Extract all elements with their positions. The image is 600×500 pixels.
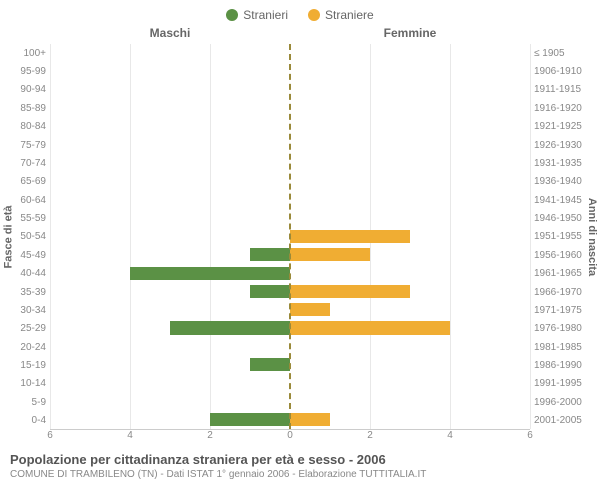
birth-year-label: 1966-1970 [534, 283, 584, 301]
x-tick: 2 [207, 430, 213, 441]
age-label: 15-19 [16, 356, 46, 374]
male-bar [250, 248, 290, 261]
age-label: 85-89 [16, 99, 46, 117]
male-bar [130, 267, 290, 280]
chart-title: Popolazione per cittadinanza straniera p… [10, 452, 590, 467]
birth-year-label: 1986-1990 [534, 356, 584, 374]
x-tick: 2 [367, 430, 373, 441]
birth-year-label: 1936-1940 [534, 173, 584, 191]
column-headers: Maschi Femmine [0, 26, 600, 40]
age-label: 25-29 [16, 320, 46, 338]
header-female: Femmine [290, 26, 530, 40]
female-bar [290, 248, 370, 261]
birth-year-label: 1931-1935 [534, 154, 584, 172]
female-bar [290, 321, 450, 334]
birth-year-label: 1961-1965 [534, 265, 584, 283]
center-divider [289, 44, 291, 429]
x-tick: 6 [47, 430, 53, 441]
age-label: 90-94 [16, 81, 46, 99]
legend-label-male: Stranieri [243, 8, 288, 22]
male-bar [250, 358, 290, 371]
x-tick: 0 [287, 430, 293, 441]
age-label: 0-4 [16, 412, 46, 430]
age-label: 50-54 [16, 228, 46, 246]
birth-year-label: 1991-1995 [534, 375, 584, 393]
age-label: 35-39 [16, 283, 46, 301]
birth-year-label: 1906-1910 [534, 62, 584, 80]
x-tick: 4 [127, 430, 133, 441]
birth-year-label: 1996-2000 [534, 393, 584, 411]
female-swatch [308, 9, 320, 21]
age-label: 5-9 [16, 393, 46, 411]
grid-line [530, 44, 531, 429]
age-label: 80-84 [16, 118, 46, 136]
birth-year-label: 2001-2005 [534, 412, 584, 430]
birth-year-label: ≤ 1905 [534, 44, 584, 62]
birth-year-label: 1976-1980 [534, 320, 584, 338]
birth-year-label: 1916-1920 [534, 99, 584, 117]
male-bar [170, 321, 290, 334]
age-label: 30-34 [16, 301, 46, 319]
x-tick: 4 [447, 430, 453, 441]
plot-area [50, 44, 530, 430]
birth-year-label: 1921-1925 [534, 118, 584, 136]
chart-footer: Popolazione per cittadinanza straniera p… [0, 444, 600, 480]
birth-year-label: 1911-1915 [534, 81, 584, 99]
age-label: 45-49 [16, 246, 46, 264]
age-label: 75-79 [16, 136, 46, 154]
age-label: 10-14 [16, 375, 46, 393]
female-bar [290, 303, 330, 316]
age-label: 55-59 [16, 209, 46, 227]
female-bar [290, 413, 330, 426]
age-label: 70-74 [16, 154, 46, 172]
age-label: 40-44 [16, 265, 46, 283]
y-axis-label-left: Fasce di età [0, 44, 16, 430]
header-male: Maschi [50, 26, 290, 40]
birth-year-label: 1946-1950 [534, 209, 584, 227]
birth-year-label: 1926-1930 [534, 136, 584, 154]
age-label: 65-69 [16, 173, 46, 191]
legend: Stranieri Straniere [0, 0, 600, 26]
birth-year-label: 1971-1975 [534, 301, 584, 319]
male-bar [250, 285, 290, 298]
birth-year-label: 1981-1985 [534, 338, 584, 356]
chart-subtitle: COMUNE DI TRAMBILENO (TN) - Dati ISTAT 1… [10, 469, 590, 480]
age-label: 95-99 [16, 62, 46, 80]
x-axis-ticks: 6 4 2 0 2 4 6 [0, 430, 600, 444]
female-bar [290, 285, 410, 298]
x-tick: 6 [527, 430, 533, 441]
birth-year-label: 1956-1960 [534, 246, 584, 264]
male-swatch [226, 9, 238, 21]
female-bar [290, 230, 410, 243]
legend-item-male: Stranieri [226, 8, 288, 22]
age-group-labels: 100+95-9990-9485-8980-8475-7970-7465-696… [16, 44, 50, 430]
chart-area: Fasce di età 100+95-9990-9485-8980-8475-… [0, 40, 600, 430]
birth-year-label: 1941-1945 [534, 191, 584, 209]
birth-year-labels: ≤ 19051906-19101911-19151916-19201921-19… [530, 44, 584, 430]
male-bar [210, 413, 290, 426]
legend-item-female: Straniere [308, 8, 374, 22]
age-label: 20-24 [16, 338, 46, 356]
age-label: 60-64 [16, 191, 46, 209]
y-axis-label-right: Anni di nascita [584, 44, 600, 430]
age-label: 100+ [16, 44, 46, 62]
birth-year-label: 1951-1955 [534, 228, 584, 246]
legend-label-female: Straniere [325, 8, 374, 22]
